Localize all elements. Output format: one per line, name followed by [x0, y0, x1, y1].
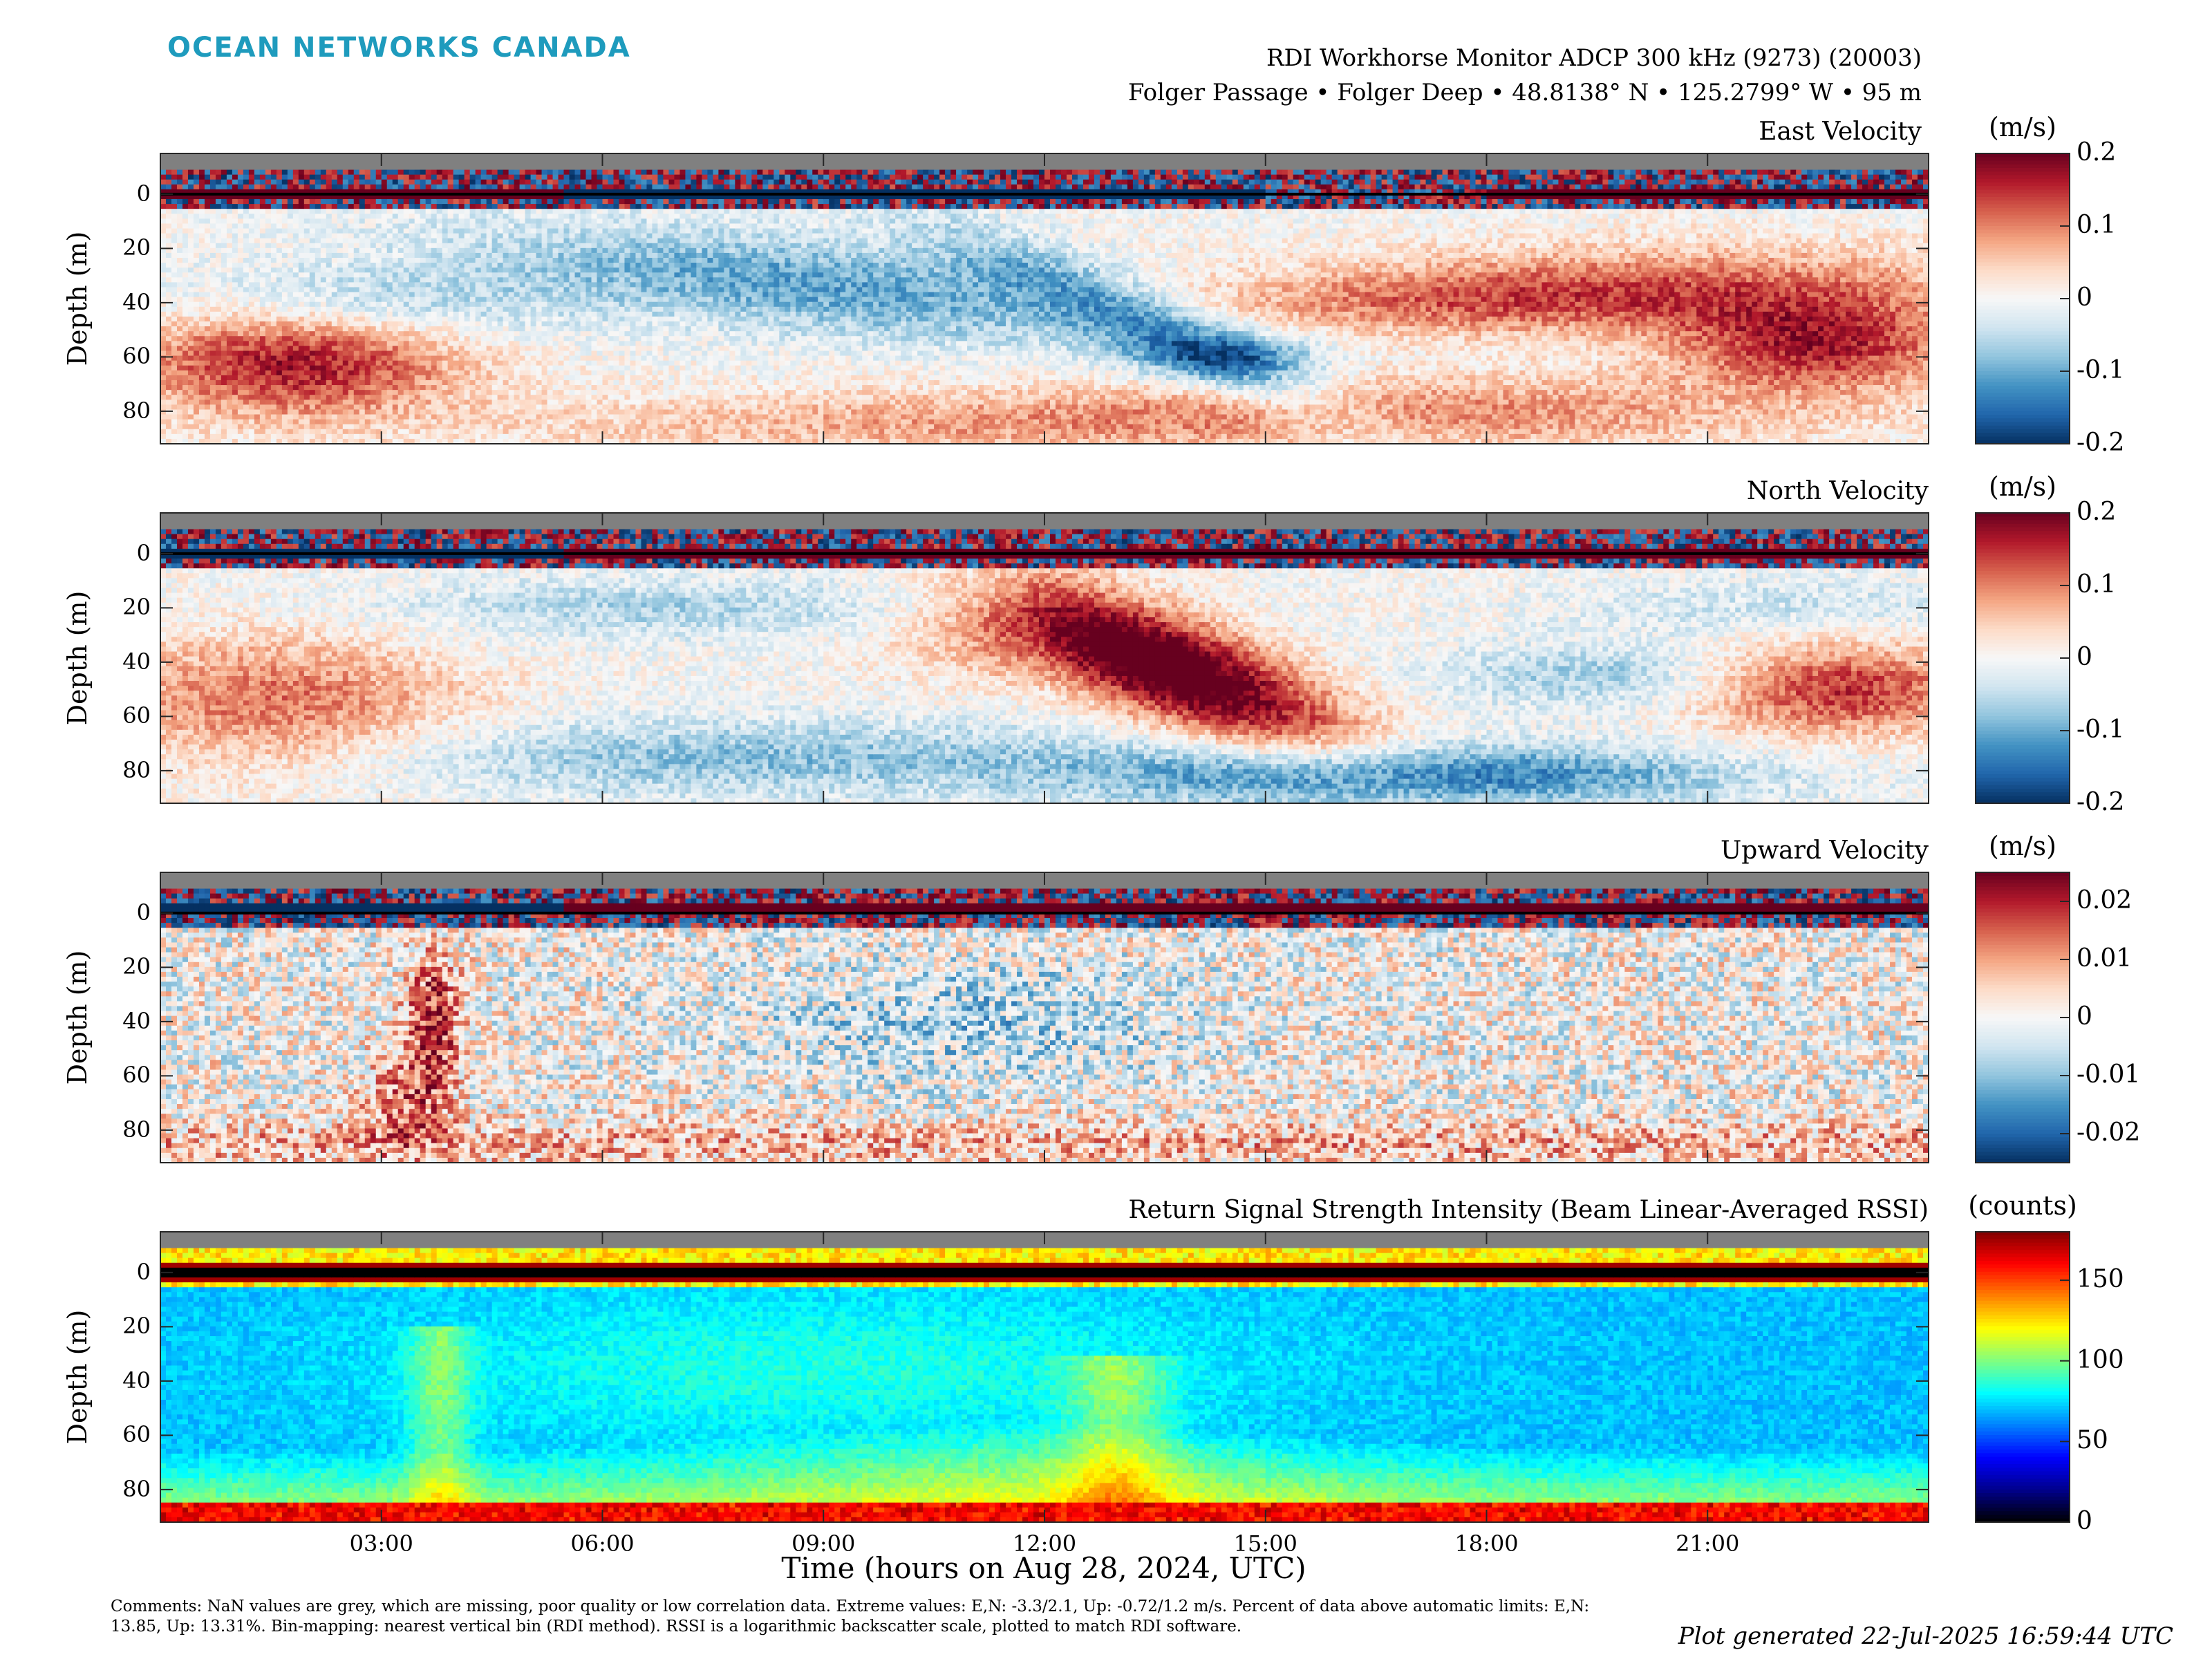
y-tick-label: 40: [88, 289, 151, 315]
y-tick-label: 80: [88, 1116, 151, 1143]
y-tick-label: 40: [88, 1008, 151, 1034]
y-axis-label: Depth (m): [62, 900, 93, 1135]
y-tick-label: 40: [88, 648, 151, 675]
colorbar-tick-label: 0: [2077, 1002, 2092, 1031]
colorbar-tick-label: 0: [2077, 1507, 2092, 1535]
colorbar-tick-label: -0.02: [2077, 1118, 2140, 1147]
y-tick-label: 0: [88, 180, 151, 207]
colorbar-tick-label: 150: [2077, 1265, 2124, 1293]
panel-3-heatmap: [160, 872, 1929, 1163]
y-tick-label: 60: [88, 702, 151, 729]
colorbar-tick-label: 0.1: [2077, 211, 2116, 239]
panel-1-colorbar: [1976, 153, 2070, 444]
colorbar-tick-label: 0.2: [2077, 138, 2116, 167]
panel-2-colorbar: [1976, 513, 2070, 804]
colorbar-unit-label: (m/s): [1933, 112, 2112, 142]
panel-2-title: North Velocity: [1747, 477, 1929, 505]
colorbar-tick-label: 0: [2077, 643, 2092, 671]
colorbar-tick-label: 0.02: [2077, 886, 2132, 915]
panel-4-heatmap: [160, 1232, 1929, 1523]
colorbar-tick-label: -0.01: [2077, 1060, 2140, 1089]
y-tick-label: 80: [88, 397, 151, 424]
y-axis-label: Depth (m): [62, 181, 93, 416]
colorbar-tick-label: -0.1: [2077, 356, 2124, 384]
comments-text: Comments: NaN values are grey, which are…: [111, 1597, 1590, 1637]
colorbar-tick-label: 0.1: [2077, 570, 2116, 599]
y-tick-label: 20: [88, 234, 151, 261]
colorbar-unit-label: (counts): [1933, 1190, 2112, 1221]
colorbar-tick-label: 0.2: [2077, 498, 2116, 526]
colorbar-tick-label: -0.2: [2077, 788, 2124, 816]
colorbar-tick-label: 100: [2077, 1346, 2124, 1374]
generated-timestamp: Plot generated 22-Jul-2025 16:59:44 UTC: [1678, 1622, 2173, 1650]
colorbar-tick-label: -0.2: [2077, 429, 2124, 457]
colorbar-tick-label: 0: [2077, 283, 2092, 312]
y-tick-label: 60: [88, 343, 151, 369]
x-axis-label: Time (hours on Aug 28, 2024, UTC): [159, 1551, 1929, 1585]
panel-4-colorbar: [1976, 1232, 2070, 1523]
panel-1-title: East Velocity: [1759, 118, 1922, 146]
y-axis-label: Depth (m): [62, 541, 93, 776]
panel-4-title: Return Signal Strength Intensity (Beam L…: [1128, 1196, 1929, 1224]
y-tick-label: 0: [88, 540, 151, 566]
y-tick-label: 0: [88, 899, 151, 926]
panel-2-heatmap: [160, 513, 1929, 804]
colorbar-tick-label: 50: [2077, 1426, 2108, 1454]
y-axis-label: Depth (m): [62, 1259, 93, 1494]
y-tick-label: 60: [88, 1062, 151, 1088]
panel-3-title: Upward Velocity: [1721, 836, 1929, 865]
y-tick-label: 40: [88, 1367, 151, 1394]
colorbar-tick-label: 0.01: [2077, 944, 2132, 973]
y-tick-label: 20: [88, 594, 151, 620]
panel-3-colorbar: [1976, 872, 2070, 1163]
y-tick-label: 0: [88, 1259, 151, 1285]
y-tick-label: 80: [88, 757, 151, 783]
colorbar-tick-label: -0.1: [2077, 715, 2124, 744]
y-tick-label: 80: [88, 1476, 151, 1502]
y-tick-label: 60: [88, 1421, 151, 1447]
y-tick-label: 20: [88, 1313, 151, 1339]
y-tick-label: 20: [88, 953, 151, 980]
colorbar-unit-label: (m/s): [1933, 831, 2112, 861]
panel-1-heatmap: [160, 153, 1929, 444]
colorbar-unit-label: (m/s): [1933, 471, 2112, 502]
